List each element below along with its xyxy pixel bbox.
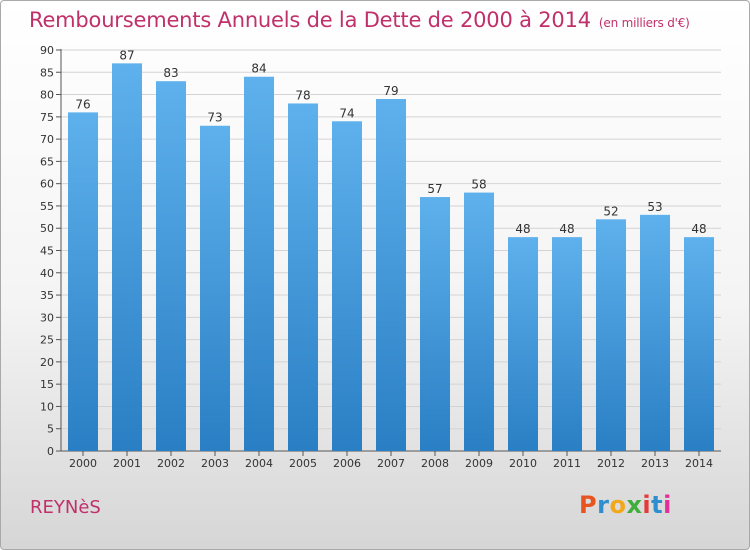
data-labels: 76 87 83 73 84 78 74 79 57 58 48 48 52 53 48 bbox=[75, 48, 706, 236]
bar-2010 bbox=[508, 237, 538, 451]
bars bbox=[68, 63, 714, 452]
proxiti-logo[interactable]: Proxiti bbox=[579, 491, 672, 519]
chart-title-text: Remboursements Annuels de la Dette de 20… bbox=[29, 8, 591, 32]
bar-2001 bbox=[112, 63, 142, 451]
x-tick-label: 2009 bbox=[465, 457, 493, 470]
x-tick-label: 2006 bbox=[333, 457, 361, 470]
town-name: REYNèS bbox=[30, 497, 101, 518]
y-tick-label: 10 bbox=[40, 400, 54, 413]
logo-letter: P bbox=[579, 491, 598, 519]
bar-2012 bbox=[596, 219, 626, 451]
data-label: 84 bbox=[251, 62, 266, 76]
x-tick-label: 2012 bbox=[597, 457, 625, 470]
y-tick-label: 55 bbox=[40, 200, 54, 213]
bar-2007 bbox=[376, 99, 406, 451]
y-tick-label: 30 bbox=[40, 311, 54, 324]
x-tick-label: 2002 bbox=[157, 457, 185, 470]
bar-2005 bbox=[288, 103, 318, 451]
x-tick-label: 2007 bbox=[377, 457, 405, 470]
y-tick-label: 5 bbox=[47, 423, 54, 436]
bar-2008 bbox=[420, 197, 450, 451]
logo-letter: t bbox=[651, 491, 664, 519]
data-label: 48 bbox=[691, 222, 706, 236]
y-tick-label: 65 bbox=[40, 155, 54, 168]
x-tick-label: 2004 bbox=[245, 457, 273, 470]
x-tick-label: 2003 bbox=[201, 457, 229, 470]
data-label: 52 bbox=[603, 204, 618, 218]
logo-letter: x bbox=[626, 491, 643, 519]
bar-2002 bbox=[156, 81, 186, 451]
data-label: 57 bbox=[427, 182, 442, 196]
chart-title: Remboursements Annuels de la Dette de 20… bbox=[29, 8, 690, 32]
data-label: 74 bbox=[339, 106, 354, 120]
y-tick-label: 75 bbox=[40, 111, 54, 124]
data-label: 83 bbox=[163, 66, 178, 80]
x-tick-label: 2013 bbox=[641, 457, 669, 470]
unit-label: (en milliers d'€) bbox=[598, 16, 690, 30]
y-tick-label: 90 bbox=[40, 44, 54, 57]
y-tick-label: 60 bbox=[40, 178, 54, 191]
bar-2014 bbox=[684, 237, 714, 451]
bar-2000 bbox=[68, 112, 98, 451]
y-tick-label: 25 bbox=[40, 334, 54, 347]
x-tick-label: 2014 bbox=[685, 457, 713, 470]
x-tick-label: 2008 bbox=[421, 457, 449, 470]
data-label: 58 bbox=[471, 178, 486, 192]
y-tick-label: 80 bbox=[40, 89, 54, 102]
x-tick-label: 2005 bbox=[289, 457, 317, 470]
data-label: 48 bbox=[515, 222, 530, 236]
bar-2004 bbox=[244, 76, 274, 451]
y-tick-label: 0 bbox=[47, 445, 54, 458]
bar-2009 bbox=[464, 192, 494, 452]
y-tick-label: 70 bbox=[40, 133, 54, 146]
data-label: 78 bbox=[295, 88, 310, 102]
logo-letter: i bbox=[642, 491, 652, 519]
bar-2013 bbox=[640, 214, 670, 451]
data-label: 73 bbox=[207, 111, 222, 125]
bar-2003 bbox=[200, 125, 230, 451]
data-label: 53 bbox=[647, 200, 662, 214]
data-label: 79 bbox=[383, 84, 398, 98]
data-label: 76 bbox=[75, 97, 90, 111]
y-tick-label: 40 bbox=[40, 267, 54, 280]
y-tick-label: 15 bbox=[40, 378, 54, 391]
data-label: 48 bbox=[559, 222, 574, 236]
x-tick-label: 2011 bbox=[553, 457, 581, 470]
y-tick-label: 85 bbox=[40, 66, 54, 79]
logo-letter: r bbox=[597, 491, 610, 519]
y-tick-label: 50 bbox=[40, 222, 54, 235]
x-tick-label: 2001 bbox=[113, 457, 141, 470]
logo-letter: i bbox=[663, 491, 672, 519]
y-tick-label: 20 bbox=[40, 356, 54, 369]
y-tick-label: 35 bbox=[40, 289, 54, 302]
bar-2011 bbox=[552, 237, 582, 451]
x-tick-label: 2000 bbox=[69, 457, 97, 470]
y-tick-label: 45 bbox=[40, 245, 54, 258]
data-label: 87 bbox=[119, 48, 134, 62]
x-tick-label: 2010 bbox=[509, 457, 537, 470]
bar-2006 bbox=[332, 121, 362, 452]
logo-letter: o bbox=[609, 491, 627, 519]
